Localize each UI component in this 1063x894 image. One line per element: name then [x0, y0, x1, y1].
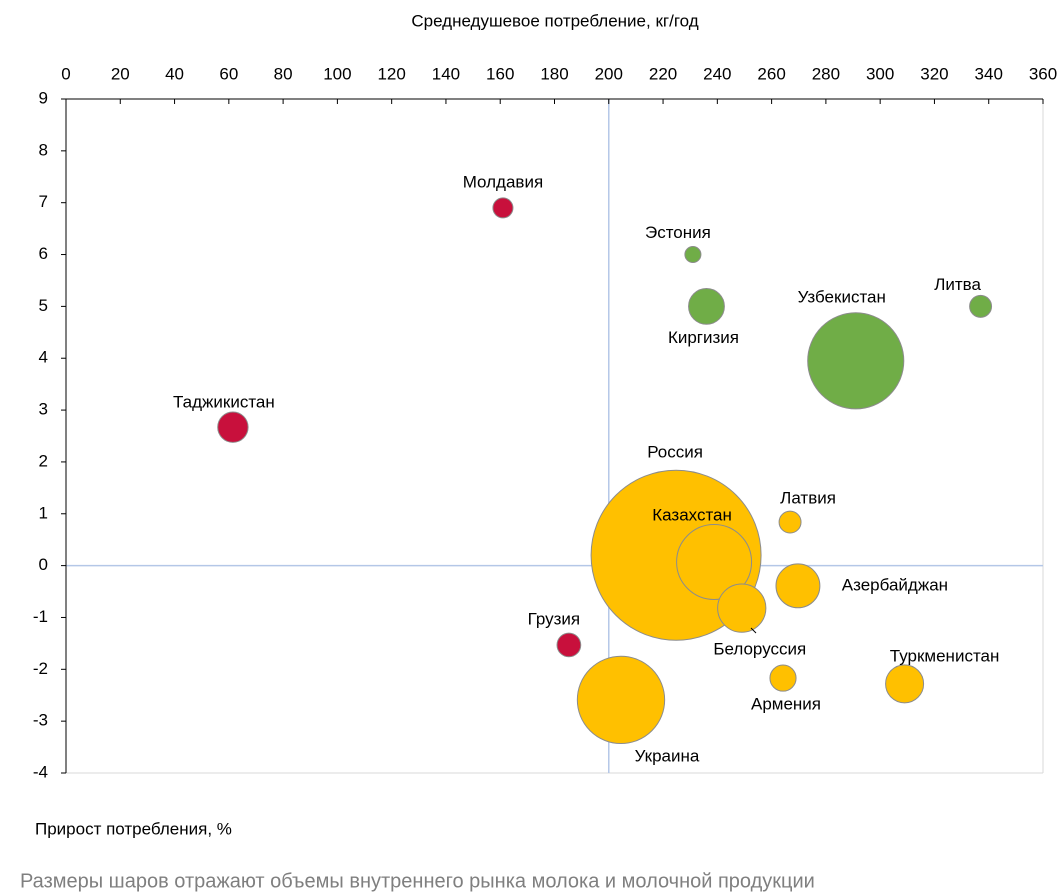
y-tick-label: 8 [39, 140, 48, 159]
data-label: Эстония [645, 223, 711, 242]
x-tick-label: 180 [540, 64, 568, 83]
bubble [807, 312, 905, 410]
bubble [769, 664, 797, 692]
x-tick-label: 60 [219, 64, 238, 83]
y-tick-label: 9 [39, 88, 48, 107]
x-tick-label: 300 [866, 64, 894, 83]
data-label: Узбекистан [798, 287, 886, 306]
data-label: Азербайджан [842, 575, 948, 594]
data-label: Таджикистан [173, 393, 275, 412]
bubble [217, 411, 249, 443]
data-label: Киргизия [668, 328, 739, 347]
bubble [684, 246, 702, 264]
data-label: Казахстан [652, 505, 732, 524]
bubble [576, 655, 666, 745]
x-tick-label: 80 [274, 64, 293, 83]
y-tick-label: -3 [33, 711, 48, 730]
x-axis-title: Среднедушевое потребление, кг/год [411, 11, 698, 30]
x-tick-label: 280 [812, 64, 840, 83]
x-tick-label: 320 [920, 64, 948, 83]
y-tick-label: 4 [39, 348, 48, 367]
x-tick-label: 100 [323, 64, 351, 83]
y-tick-label: 5 [39, 296, 48, 315]
y-tick-label: -2 [33, 659, 48, 678]
data-label: Литва [934, 275, 981, 294]
data-label: Белоруссия [713, 640, 806, 659]
data-label: Молдавия [463, 172, 543, 191]
note: Размеры шаров отражают объемы внутреннег… [20, 870, 815, 892]
y-tick-label: 0 [39, 555, 48, 574]
x-tick-label: 160 [486, 64, 514, 83]
x-tick-label: 40 [165, 64, 184, 83]
bubble [969, 294, 993, 318]
bubble [492, 197, 514, 219]
y-tick-label: 7 [39, 192, 48, 211]
bubble [688, 287, 725, 325]
x-tick-label: 120 [377, 64, 405, 83]
data-label: Латвия [780, 489, 836, 508]
y-tick-label: 1 [39, 503, 48, 522]
data-label: Россия [647, 443, 703, 462]
leader-line [750, 627, 757, 634]
y-axis-title: Прирост потребления, % [35, 819, 232, 838]
x-tick-label: 340 [975, 64, 1003, 83]
bubble [676, 524, 753, 600]
x-tick-label: 0 [61, 64, 70, 83]
x-tick-label: 220 [649, 64, 677, 83]
bubble [556, 632, 582, 658]
bubble [717, 583, 767, 633]
y-tick-label: 6 [39, 244, 48, 263]
data-label: Армения [751, 695, 821, 714]
x-tick-label: 240 [703, 64, 731, 83]
x-tick-label: 260 [757, 64, 785, 83]
y-tick-label: -4 [33, 762, 48, 781]
data-label: Украина [635, 746, 700, 765]
y-tick-label: -1 [33, 607, 48, 626]
bubble [778, 510, 802, 534]
x-tick-label: 360 [1029, 64, 1057, 83]
x-tick-label: 140 [432, 64, 460, 83]
x-tick-label: 200 [595, 64, 623, 83]
x-tick-label: 20 [111, 64, 130, 83]
y-tick-label: 3 [39, 400, 48, 419]
data-label: Туркменистан [890, 646, 1000, 665]
data-label: Грузия [528, 609, 581, 628]
y-tick-label: 2 [39, 451, 48, 470]
bubble [885, 664, 925, 704]
bubble [775, 563, 821, 609]
